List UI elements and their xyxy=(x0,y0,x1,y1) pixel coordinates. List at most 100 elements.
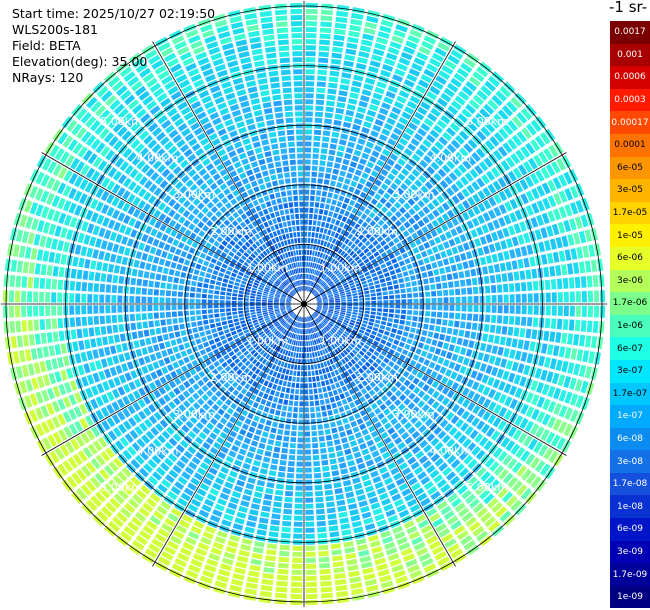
range-gate-cell xyxy=(313,276,317,281)
range-gate-cell xyxy=(126,480,137,491)
range-gate-cell xyxy=(334,270,340,275)
range-gate-cell xyxy=(393,472,403,481)
range-gate-cell xyxy=(558,346,566,358)
range-gate-cell xyxy=(281,310,286,313)
range-gate-cell xyxy=(348,166,355,174)
range-gate-cell xyxy=(18,350,26,363)
range-gate-cell xyxy=(514,181,524,193)
range-gate-cell xyxy=(371,450,380,458)
range-gate-cell xyxy=(330,371,336,377)
range-gate-cell xyxy=(412,316,418,322)
range-gate-cell xyxy=(261,299,267,302)
range-gate-cell xyxy=(326,385,332,392)
range-gate-cell xyxy=(101,204,110,215)
range-gate-cell xyxy=(519,417,529,430)
range-gate-cell xyxy=(200,362,207,369)
range-gate-cell xyxy=(330,137,338,144)
range-gate-cell xyxy=(321,411,328,417)
range-gate-cell xyxy=(459,234,467,243)
range-gate-cell xyxy=(408,383,416,391)
range-gate-cell xyxy=(244,526,255,534)
range-gate-cell xyxy=(394,289,400,294)
range-gate-cell xyxy=(315,309,321,313)
range-gate-cell xyxy=(384,365,392,372)
range-gate-cell xyxy=(297,328,300,334)
range-gate-cell xyxy=(393,237,400,244)
range-gate-cell xyxy=(421,330,428,336)
range-gate-cell xyxy=(427,331,434,338)
range-gate-cell xyxy=(532,317,539,328)
range-gate-cell xyxy=(171,563,185,573)
range-gate-cell xyxy=(434,236,442,244)
range-gate-cell xyxy=(441,376,449,385)
range-gate-cell xyxy=(189,304,195,310)
range-gate-cell xyxy=(176,337,183,345)
range-gate-cell xyxy=(151,538,164,549)
range-gate-cell xyxy=(377,174,386,182)
range-gate-cell xyxy=(143,329,150,337)
range-gate-cell xyxy=(437,260,444,267)
range-gate-cell xyxy=(260,282,266,287)
range-gate-cell xyxy=(443,297,449,304)
range-gate-cell xyxy=(199,349,207,356)
range-gate-cell xyxy=(255,304,261,307)
range-gate-cell xyxy=(122,484,133,496)
range-gate-cell xyxy=(188,461,198,470)
range-gate-cell xyxy=(393,318,399,324)
range-gate-cell xyxy=(304,177,310,183)
range-gate-cell xyxy=(283,502,293,509)
range-gate-cell xyxy=(275,410,281,416)
range-gate-cell xyxy=(505,156,516,168)
range-gate-cell xyxy=(54,225,62,237)
range-gate-cell xyxy=(362,372,368,379)
range-gate-cell xyxy=(161,349,168,358)
range-gate-cell xyxy=(123,420,132,431)
range-gate-cell xyxy=(238,294,244,298)
range-gate-cell xyxy=(421,558,434,568)
range-gate-cell xyxy=(475,449,486,460)
range-gate-cell xyxy=(321,355,326,362)
range-gate-cell xyxy=(216,422,224,430)
range-gate-cell xyxy=(389,304,395,309)
range-gate-cell xyxy=(466,184,475,195)
range-gate-cell xyxy=(65,441,75,454)
range-gate-cell xyxy=(306,274,309,279)
range-gate-cell xyxy=(209,432,218,440)
range-gate-cell xyxy=(346,218,352,225)
range-gate-cell xyxy=(329,301,335,303)
range-gate-cell xyxy=(344,356,350,363)
range-gate-cell xyxy=(85,167,96,179)
range-gate-cell xyxy=(48,372,57,385)
range-gate-cell xyxy=(158,258,166,266)
range-gate-cell xyxy=(233,254,240,261)
range-gate-cell xyxy=(317,239,321,245)
range-gate-cell xyxy=(263,406,270,413)
range-gate-cell xyxy=(441,65,454,75)
range-gate-cell xyxy=(468,259,475,268)
range-gate-cell xyxy=(436,119,447,130)
range-gate-cell xyxy=(436,216,445,225)
range-gate-cell xyxy=(139,176,148,186)
range-gate-cell xyxy=(409,241,417,249)
range-gate-cell xyxy=(243,594,256,601)
range-gate-cell xyxy=(418,175,427,184)
range-gate-cell xyxy=(265,339,271,344)
range-gate-cell xyxy=(392,74,403,83)
range-gate-cell xyxy=(377,412,385,420)
range-gate-cell xyxy=(479,256,487,266)
range-gate-cell xyxy=(385,373,393,380)
range-gate-cell xyxy=(420,250,428,258)
range-gate-cell xyxy=(402,370,410,378)
range-gate-cell xyxy=(209,323,216,329)
range-gate-cell xyxy=(69,380,78,391)
range-gate-cell xyxy=(129,313,136,322)
range-gate-cell xyxy=(323,423,330,429)
range-gate-cell xyxy=(304,273,306,279)
range-gate-cell xyxy=(382,451,391,460)
range-gate-cell xyxy=(373,165,382,173)
range-gate-cell xyxy=(355,335,362,340)
range-gate-cell xyxy=(347,564,359,572)
range-gate-cell xyxy=(344,178,351,185)
range-gate-cell xyxy=(373,340,379,346)
range-gate-cell xyxy=(413,213,421,222)
